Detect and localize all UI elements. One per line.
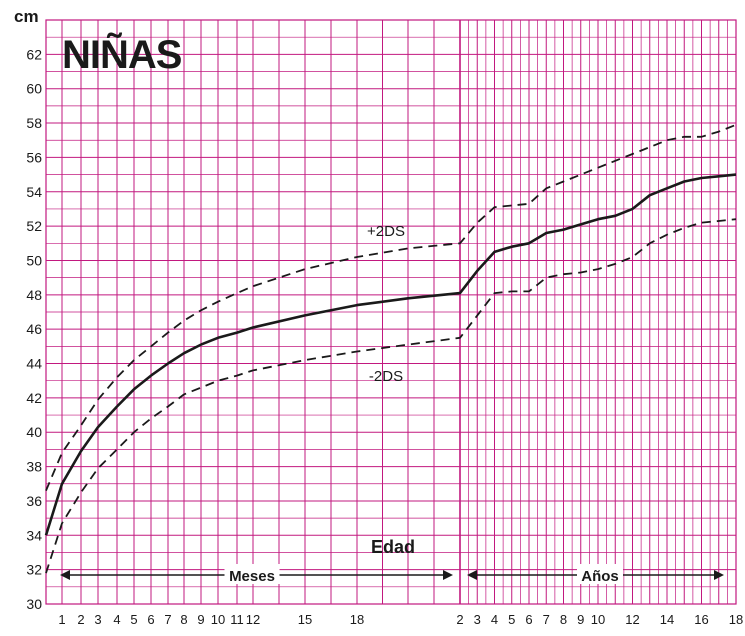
- meses-label: Meses: [229, 568, 275, 585]
- y-tick-label: 46: [26, 321, 42, 337]
- series-layer: [44, 123, 737, 574]
- text-layer: NIÑAS cm Edad: [14, 7, 415, 557]
- x-tick-label-months: 11: [230, 612, 244, 627]
- x-tick-label-months: 5: [130, 612, 137, 627]
- x-tick-label-months: 10: [211, 612, 225, 627]
- x-tick-label-months: 8: [180, 612, 187, 627]
- x-tick-label-months: 9: [197, 612, 204, 627]
- anos-arrow-right: [714, 570, 724, 580]
- x-tick-label-years: 5: [508, 612, 515, 627]
- x-tick-label-years: 12: [625, 612, 639, 627]
- x-tick-label-years: 14: [660, 612, 674, 627]
- x-tick-label-months: 7: [164, 612, 171, 627]
- x-tick-label-months: 6: [147, 612, 154, 627]
- x-tick-label-months: 12: [246, 612, 260, 627]
- y-tick-label: 36: [26, 493, 42, 509]
- anos-label: Años: [581, 568, 619, 585]
- x-tick-label-months: 4: [113, 612, 120, 627]
- anos-label-bg: [577, 564, 623, 584]
- chart-title: NIÑAS: [62, 31, 182, 77]
- x-tick-label-years: 2: [456, 612, 463, 627]
- anos-arrow-left: [467, 570, 477, 580]
- x-tick-label-years: 9: [577, 612, 584, 627]
- series-line-1: [44, 173, 737, 536]
- x-tick-label-years: 10: [591, 612, 605, 627]
- y-tick-label: 48: [26, 287, 42, 303]
- x-tick-label-years: 8: [560, 612, 567, 627]
- x-tick-label-months: 18: [350, 612, 364, 627]
- x-tick-label-months: 1: [58, 612, 65, 627]
- meses-arrow-right: [443, 570, 453, 580]
- y-tick-label: 58: [26, 115, 42, 131]
- x-tick-label-years: 7: [543, 612, 550, 627]
- y-tick-label: 52: [26, 218, 42, 234]
- series-label-plus2ds: +2DS: [367, 223, 405, 240]
- x-tick-label-years: 16: [694, 612, 708, 627]
- x-tick-label-months: 3: [94, 612, 101, 627]
- x-tick-label-months: 2: [77, 612, 84, 627]
- x-tick-label-years: 18: [729, 612, 743, 627]
- y-tick-label: 42: [26, 390, 42, 406]
- x-axis-label: Edad: [371, 537, 415, 557]
- y-tick-label: 32: [26, 562, 42, 578]
- y-tick-label: 30: [26, 596, 42, 612]
- y-tick-label: 40: [26, 424, 42, 440]
- grid-layer: [45, 19, 737, 605]
- y-tick-label: 38: [26, 459, 42, 475]
- y-axis-label: cm: [14, 7, 39, 26]
- x-tick-label-years: 4: [491, 612, 498, 627]
- x-tick-label-years: 6: [525, 612, 532, 627]
- series-line-2: [45, 218, 737, 574]
- meses-label-bg: [224, 564, 280, 584]
- series-line-0: [45, 123, 737, 491]
- plot-frame: [45, 19, 737, 605]
- y-tick-label: 34: [26, 527, 42, 543]
- y-tick-label: 44: [26, 356, 42, 372]
- meses-arrow-left: [60, 570, 70, 580]
- series-label-minus2ds: -2DS: [369, 368, 403, 385]
- x-tick-label-months: 15: [298, 612, 312, 627]
- y-tick-label: 56: [26, 149, 42, 165]
- x-tick-label-years: 3: [474, 612, 481, 627]
- y-tick-label: 62: [26, 46, 42, 62]
- y-tick-label: 60: [26, 81, 42, 97]
- y-tick-label: 50: [26, 252, 42, 268]
- y-tick-label: 54: [26, 184, 42, 200]
